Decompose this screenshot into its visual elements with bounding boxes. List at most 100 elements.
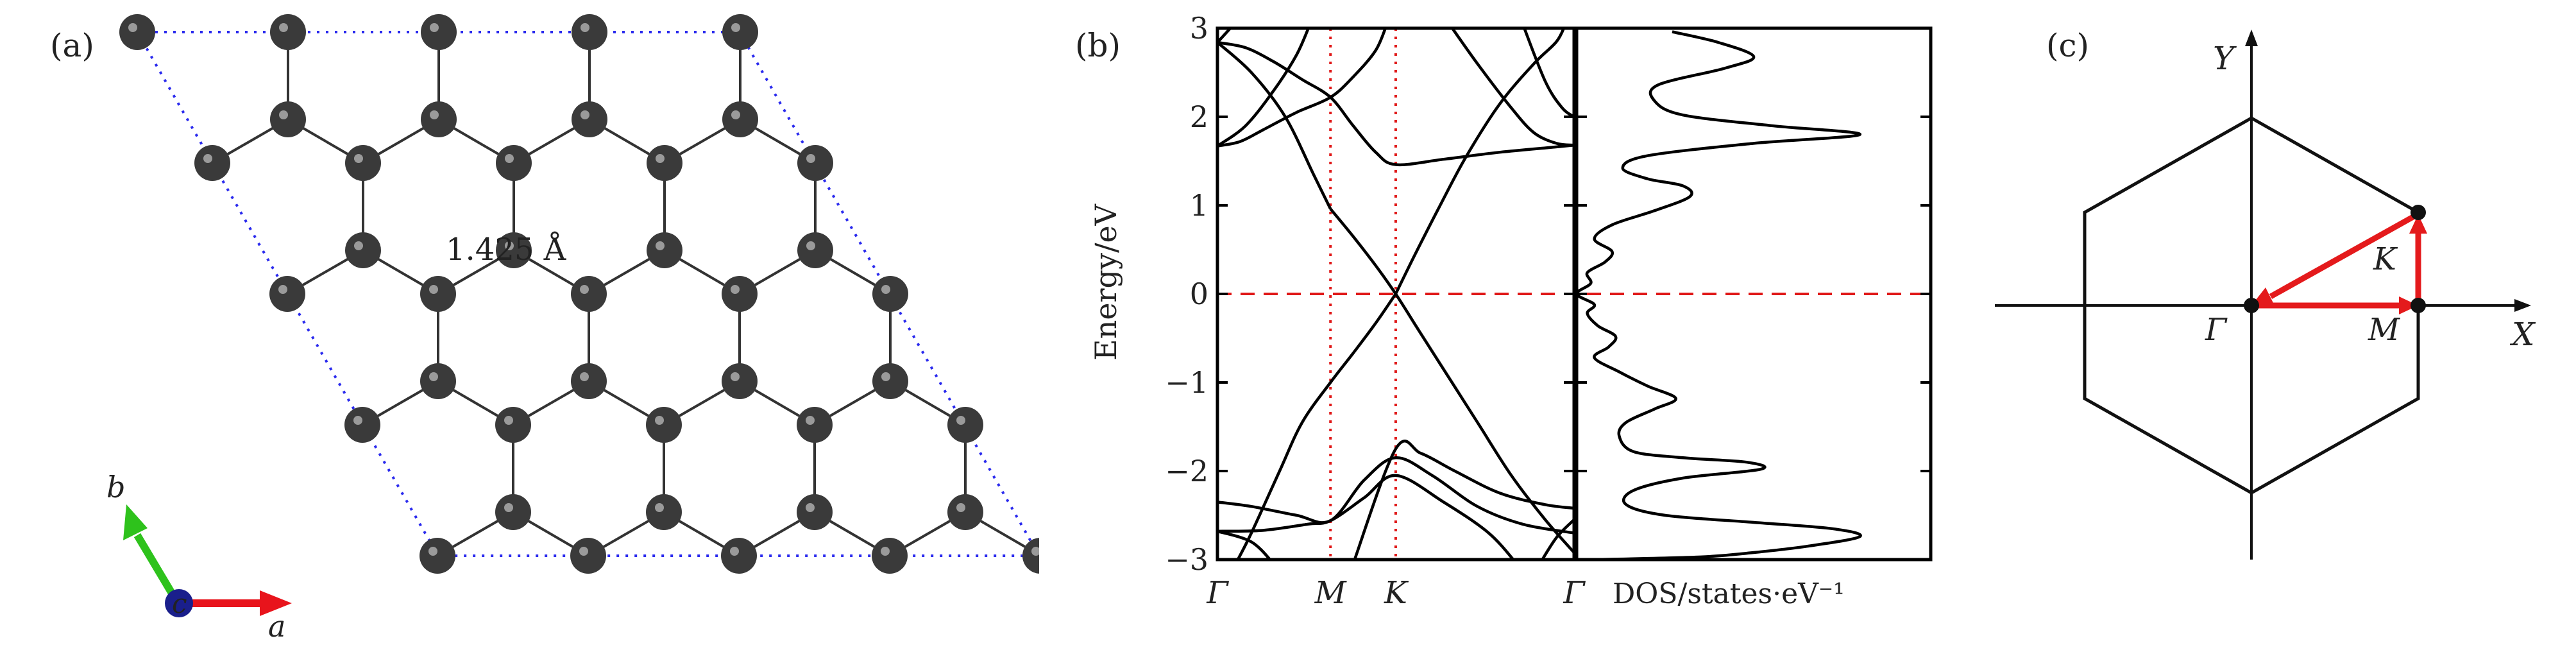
atom-highlight xyxy=(731,110,740,119)
k-path-tick-label: K xyxy=(1384,575,1409,611)
ky-axis-label: Y xyxy=(2213,40,2237,77)
atom-highlight xyxy=(505,154,514,163)
atom-highlight xyxy=(806,241,815,250)
band-curve xyxy=(1217,40,1574,167)
band-curve xyxy=(1217,28,1310,148)
axis-b-arrow xyxy=(133,533,181,605)
ky-axis-arrowhead xyxy=(2245,30,2258,46)
bond-length-label: 1.425 Å xyxy=(446,231,567,268)
m-k-arrowhead xyxy=(2409,214,2427,234)
carbon-atom xyxy=(570,538,606,574)
axis-b-arrowhead xyxy=(123,504,148,540)
carbon-atom xyxy=(421,101,457,137)
carbon-atom xyxy=(947,407,983,443)
m-point-marker xyxy=(2411,298,2426,313)
carbon-atom xyxy=(270,101,306,137)
atom-highlight xyxy=(504,416,513,425)
energy-tick-label: 0 xyxy=(1190,277,1208,311)
atom-highlight xyxy=(731,372,740,381)
axis-c-marker xyxy=(165,589,193,617)
atom-highlight xyxy=(429,372,438,381)
panel-b-label: (b) xyxy=(1075,27,1121,64)
k-point-label: K xyxy=(2373,241,2398,277)
carbon-atom xyxy=(947,494,983,530)
k-point-marker xyxy=(2411,205,2426,220)
carbon-atom xyxy=(270,14,306,50)
atom-highlight xyxy=(203,154,212,163)
energy-tick-label: 2 xyxy=(1190,99,1208,134)
axis-c-label: c xyxy=(172,588,187,619)
atom-highlight xyxy=(278,285,287,294)
k-path-tick-label: Γ xyxy=(1206,575,1229,611)
energy-tick-label: 3 xyxy=(1190,11,1208,46)
atom-highlight xyxy=(430,23,439,32)
carbon-atom xyxy=(722,14,758,50)
carbon-atom xyxy=(647,232,682,268)
kx-axis-label: X xyxy=(2509,316,2536,353)
band-curve xyxy=(1523,28,1574,118)
atom-highlight xyxy=(1031,547,1039,556)
atom-highlight xyxy=(505,241,514,250)
carbon-atom xyxy=(495,407,531,443)
panel-a-label: (a) xyxy=(50,27,94,64)
band-curve xyxy=(1217,28,1387,148)
axis-a-label: a xyxy=(268,609,285,644)
crystal-axes: c a b xyxy=(106,470,292,644)
atom-highlight xyxy=(881,547,890,556)
band-curve xyxy=(1450,28,1574,147)
atom-highlight xyxy=(731,285,740,294)
atom-highlight xyxy=(428,547,437,556)
high-symmetry-path xyxy=(2251,214,2427,314)
atom-highlight xyxy=(656,241,665,250)
atom-highlight xyxy=(429,285,438,294)
atom-highlight xyxy=(579,547,588,556)
lattice-panel: (a) 1.425 Å c a b xyxy=(0,0,1039,652)
axis-b-label: b xyxy=(106,470,125,504)
dos-curve xyxy=(1577,30,1862,560)
band-curve xyxy=(1353,440,1574,560)
carbon-atom xyxy=(797,145,833,181)
atom-highlight xyxy=(580,372,589,381)
carbon-atom xyxy=(722,276,758,312)
brillouin-zone-panel: (c) X Y Γ M K xyxy=(1950,0,2576,652)
atom-highlight xyxy=(430,110,439,119)
kx-axis-arrowhead xyxy=(2514,299,2531,312)
energy-tick-label: −2 xyxy=(1165,454,1208,488)
gamma-m-arrowhead xyxy=(2399,296,2418,314)
k-gamma-segment xyxy=(2269,214,2415,299)
atom-highlight xyxy=(580,23,589,32)
atom-highlight xyxy=(731,23,740,32)
carbon-atom xyxy=(269,276,305,312)
carbon-atom xyxy=(194,145,230,181)
carbon-atom xyxy=(420,276,456,312)
carbon-atom xyxy=(721,538,757,574)
axis-a-arrowhead xyxy=(260,590,292,616)
carbon-atom xyxy=(722,101,758,137)
carbon-atom xyxy=(1022,538,1039,574)
carbon-atom xyxy=(119,14,155,50)
carbon-atom xyxy=(872,538,908,574)
carbon-atom xyxy=(495,494,531,530)
carbon-atom xyxy=(345,145,381,181)
carbon-atom xyxy=(420,363,456,399)
band-curve xyxy=(1540,519,1574,560)
carbon-atom xyxy=(872,363,908,399)
atom-highlight xyxy=(279,23,288,32)
atom-highlight xyxy=(881,285,890,294)
gamma-point-marker xyxy=(2244,298,2259,313)
carbon-atom xyxy=(647,145,682,181)
carbon-atom xyxy=(797,232,833,268)
atom-highlight xyxy=(580,110,589,119)
atom-highlight xyxy=(128,23,137,32)
atom-highlight xyxy=(806,416,815,425)
carbon-atom xyxy=(572,101,607,137)
dos-axis-label: DOS/states·eV⁻¹ xyxy=(1613,578,1845,610)
lattice-figure: (a) 1.425 Å c a b xyxy=(50,14,1039,644)
carbon-atom xyxy=(419,538,455,574)
gamma-point-label: Γ xyxy=(2205,312,2228,348)
energy-tick-label: 1 xyxy=(1190,188,1208,223)
carbon-atom xyxy=(345,232,381,268)
atom-highlight xyxy=(806,154,815,163)
